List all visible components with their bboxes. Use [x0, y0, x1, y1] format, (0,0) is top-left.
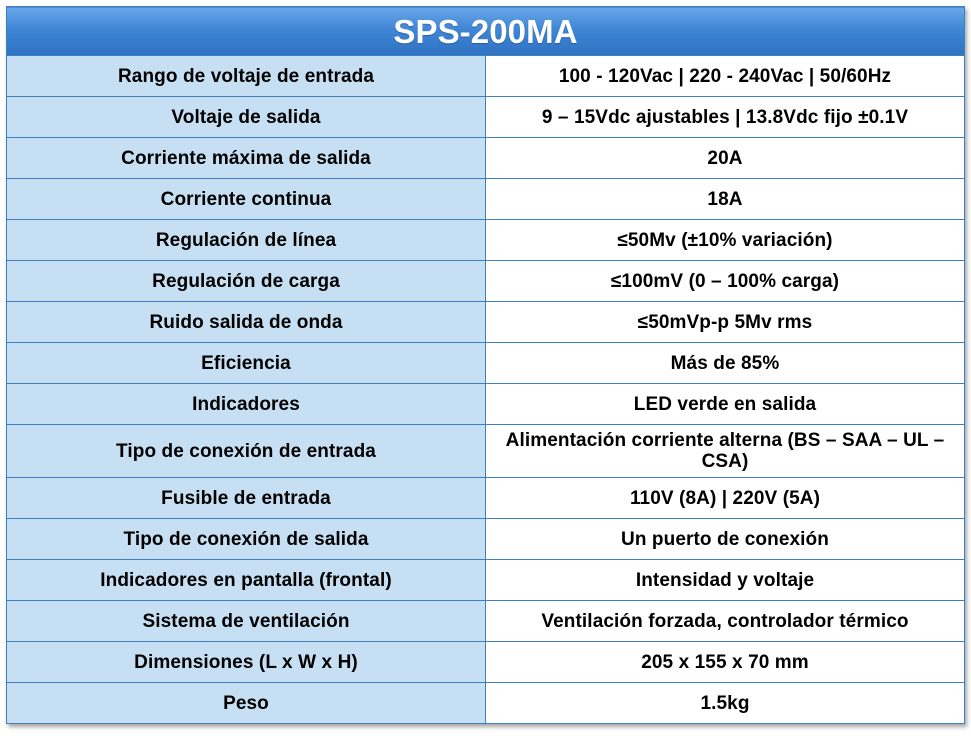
spec-value: Más de 85%	[485, 342, 965, 384]
spec-value: 9 – 15Vdc ajustables | 13.8Vdc fijo ±0.1…	[485, 96, 965, 138]
table-row: Indicadores en pantalla (frontal) Intens…	[6, 559, 965, 601]
spec-value: 20A	[485, 137, 965, 179]
table-row: Sistema de ventilación Ventilación forza…	[6, 600, 965, 642]
table-row: Indicadores LED verde en salida	[6, 383, 965, 425]
table-title: SPS-200MA	[6, 6, 965, 56]
spec-value: Alimentación corriente alterna (BS – SAA…	[485, 424, 965, 478]
spec-table: SPS-200MA Rango de voltaje de entrada 10…	[6, 6, 965, 724]
spec-label: Fusible de entrada	[6, 477, 486, 519]
spec-value: Intensidad y voltaje	[485, 559, 965, 601]
table-row: Fusible de entrada 110V (8A) | 220V (5A)	[6, 477, 965, 519]
spec-label: Indicadores	[6, 383, 486, 425]
spec-value: 110V (8A) | 220V (5A)	[485, 477, 965, 519]
spec-value: 18A	[485, 178, 965, 220]
table-row: Dimensiones (L x W x H) 205 x 155 x 70 m…	[6, 641, 965, 683]
spec-label: Tipo de conexión de salida	[6, 518, 486, 560]
spec-label: Corriente máxima de salida	[6, 137, 486, 179]
spec-label: Voltaje de salida	[6, 96, 486, 138]
spec-label: Rango de voltaje de entrada	[6, 55, 486, 97]
spec-label: Peso	[6, 682, 486, 724]
spec-value: Un puerto de conexión	[485, 518, 965, 560]
title-row: SPS-200MA	[6, 6, 965, 56]
table-row: Corriente continua 18A	[6, 178, 965, 220]
spec-value: LED verde en salida	[485, 383, 965, 425]
table-row: Ruido salida de onda ≤50mVp-p 5Mv rms	[6, 301, 965, 343]
spec-label: Regulación de carga	[6, 260, 486, 302]
table-row: Rango de voltaje de entrada 100 - 120Vac…	[6, 55, 965, 97]
spec-label: Indicadores en pantalla (frontal)	[6, 559, 486, 601]
spec-label: Tipo de conexión de entrada	[6, 424, 486, 478]
spec-label: Sistema de ventilación	[6, 600, 486, 642]
spec-value: ≤100mV (0 – 100% carga)	[485, 260, 965, 302]
table-row: Tipo de conexión de salida Un puerto de …	[6, 518, 965, 560]
table-row: Regulación de carga ≤100mV (0 – 100% car…	[6, 260, 965, 302]
table-row: Voltaje de salida 9 – 15Vdc ajustables |…	[6, 96, 965, 138]
spec-value: ≤50mVp-p 5Mv rms	[485, 301, 965, 343]
table-row: Tipo de conexión de entrada Alimentación…	[6, 424, 965, 478]
spec-value: 1.5kg	[485, 682, 965, 724]
spec-label: Ruido salida de onda	[6, 301, 486, 343]
spec-label: Corriente continua	[6, 178, 486, 220]
table-row: Peso 1.5kg	[6, 682, 965, 724]
spec-value: 205 x 155 x 70 mm	[485, 641, 965, 683]
table-row: Regulación de línea ≤50Mv (±10% variació…	[6, 219, 965, 261]
table-row: Corriente máxima de salida 20A	[6, 137, 965, 179]
spec-value: 100 - 120Vac | 220 - 240Vac | 50/60Hz	[485, 55, 965, 97]
spec-label: Dimensiones (L x W x H)	[6, 641, 486, 683]
spec-label: Eficiencia	[6, 342, 486, 384]
spec-label: Regulación de línea	[6, 219, 486, 261]
table-row: Eficiencia Más de 85%	[6, 342, 965, 384]
spec-value: Ventilación forzada, controlador térmico	[485, 600, 965, 642]
spec-value: ≤50Mv (±10% variación)	[485, 219, 965, 261]
